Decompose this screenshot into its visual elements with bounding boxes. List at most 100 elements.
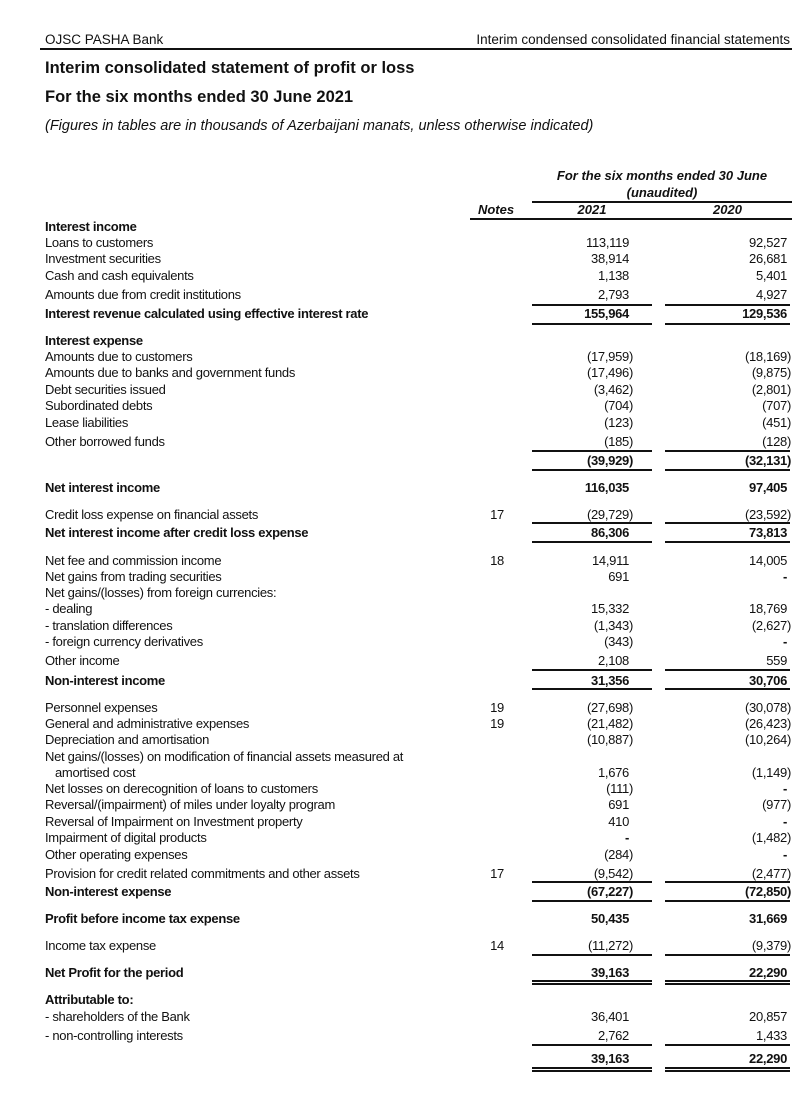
table-row: Net interest income 116,035 97,405 xyxy=(0,480,800,497)
table-row: Personnel expenses 19 (27,698) (30,078) xyxy=(0,700,800,717)
underline-2021 xyxy=(532,983,652,985)
row-label: Net Profit for the period xyxy=(45,965,184,980)
value-2021: (11,272) xyxy=(587,938,633,953)
value-2020: (128) xyxy=(762,434,791,449)
row-label: Loans to customers xyxy=(45,235,154,250)
row-label: Profit before income tax expense xyxy=(45,911,240,926)
value-2021: (27,698) xyxy=(586,700,633,715)
value-2020: (1,149) xyxy=(751,765,791,780)
value-2021: 15,332 xyxy=(591,601,629,616)
value-2020: (72,850) xyxy=(744,884,791,899)
value-2021: 691 xyxy=(608,797,629,812)
value-2021: 14,911 xyxy=(592,553,629,568)
underline-2020 xyxy=(665,304,790,306)
value-2021: 113,119 xyxy=(586,235,629,250)
row-label: Attributable to: xyxy=(45,992,134,1007)
row-label: - foreign currency derivatives xyxy=(45,634,203,649)
table-row: - translation differences (1,343) (2,627) xyxy=(0,618,800,635)
underline-2020 xyxy=(665,1044,790,1046)
bank-name: OJSC PASHA Bank xyxy=(45,32,164,47)
value-2021: (9,542) xyxy=(593,866,633,881)
value-2020: 4,927 xyxy=(755,287,787,302)
value-2020: (18,169) xyxy=(744,349,791,364)
underline-2021 xyxy=(532,323,652,325)
value-2020: (2,801) xyxy=(751,382,791,397)
row-label: - non-controlling interests xyxy=(45,1028,183,1043)
underline-2020 xyxy=(665,1067,790,1069)
value-2020: 14,005 xyxy=(749,553,787,568)
value-2021: 691 xyxy=(608,569,629,584)
row-note: 14 xyxy=(490,938,504,953)
value-2020: (23,592) xyxy=(744,507,791,522)
value-2021: (3,462) xyxy=(593,382,633,397)
table-row: Net fee and commission income 18 14,911 14,… xyxy=(0,553,800,570)
value-2021: 39,163 xyxy=(591,1051,629,1066)
value-2021: 86,306 xyxy=(591,525,629,540)
table-row: Net gains from trading securities 691 - xyxy=(0,569,800,586)
table-row: Reversal/(impairment) of miles under loy… xyxy=(0,797,800,814)
row-note: 19 xyxy=(490,716,504,731)
row-label: Net gains/(losses) from foreign currenci… xyxy=(45,585,277,600)
table-row: Net interest income after credit loss ex… xyxy=(0,525,800,542)
table-row: Non-interest expense (67,227) (72,850) xyxy=(0,884,800,901)
row-label: General and administrative expenses xyxy=(45,716,250,731)
table-row: Provision for credit related commitments… xyxy=(0,866,800,883)
value-2021: (21,482) xyxy=(586,716,633,731)
row-note: 19 xyxy=(490,700,504,715)
period-header: For the six months ended 30 June xyxy=(556,168,768,183)
row-label: Cash and cash equivalents xyxy=(45,268,194,283)
notes-column-header: Notes xyxy=(477,202,515,217)
table-row: Other operating expenses (284) - xyxy=(0,847,800,864)
underline-2021 xyxy=(532,450,652,452)
year-2020-header: 2020 xyxy=(713,202,742,217)
value-2020: - xyxy=(782,814,787,829)
units-note: (Figures in tables are in thousands of A… xyxy=(45,118,594,134)
table-row: Other income 2,108 559 xyxy=(0,653,800,670)
value-2021: (39,929) xyxy=(586,453,633,468)
table-row: Amounts due from credit institutions 2,79… xyxy=(0,287,800,304)
row-label: Other income xyxy=(45,653,120,668)
row-label: Non-interest income xyxy=(45,673,165,688)
value-2020: 129,536 xyxy=(742,306,787,321)
table-row: Amounts due to banks and government fund… xyxy=(0,365,800,382)
underline-2020 xyxy=(665,669,790,671)
value-2020: 97,405 xyxy=(749,480,787,495)
value-2020: (2,627) xyxy=(751,618,791,633)
value-2020: (9,379) xyxy=(751,938,791,953)
row-label: Reversal of Impairment on Investment pro… xyxy=(45,814,303,829)
value-2021: (185) xyxy=(604,434,633,449)
value-2021: (1,343) xyxy=(593,618,633,633)
row-label: Net fee and commission income xyxy=(45,553,222,568)
value-2021: (343) xyxy=(604,634,633,649)
underline-2020 xyxy=(665,1070,790,1072)
underline-2021 xyxy=(532,1070,652,1072)
value-2020: (32,131) xyxy=(744,453,791,468)
table-row: Interest income xyxy=(0,219,800,236)
underline-2020 xyxy=(665,900,790,902)
table-row: Interest revenue calculated using effect… xyxy=(0,306,800,323)
row-label: amortised cost xyxy=(55,765,136,780)
value-2020: (1,482) xyxy=(751,830,791,845)
value-2021: 410 xyxy=(608,814,629,829)
table-row: Net Profit for the period 39,163 22,290 xyxy=(0,965,800,982)
value-2020: 20,857 xyxy=(749,1009,787,1024)
underline-2021 xyxy=(532,954,652,956)
value-2020: 22,290 xyxy=(749,965,787,980)
underline-2021 xyxy=(532,541,652,543)
row-label: Amounts due to banks and government fund… xyxy=(45,365,296,380)
table-row: Credit loss expense on financial assets 1… xyxy=(0,507,800,524)
value-2021: (67,227) xyxy=(586,884,633,899)
underline-2021 xyxy=(532,669,652,671)
table-row: amortised cost 1,676 (1,149) xyxy=(0,765,800,782)
value-2021: 2,762 xyxy=(597,1028,629,1043)
underline-2020 xyxy=(665,954,790,956)
row-label: Non-interest expense xyxy=(45,884,172,899)
underline-2021 xyxy=(532,900,652,902)
table-row: Impairment of digital products - (1,482) xyxy=(0,830,800,847)
value-2020: - xyxy=(782,847,787,862)
row-label: Net gains from trading securities xyxy=(45,569,222,584)
value-2021: (123) xyxy=(604,415,633,430)
year-2021-header: 2021 xyxy=(577,202,607,217)
value-2020: (2,477) xyxy=(751,866,791,881)
row-label: Amounts due to customers xyxy=(45,349,193,364)
